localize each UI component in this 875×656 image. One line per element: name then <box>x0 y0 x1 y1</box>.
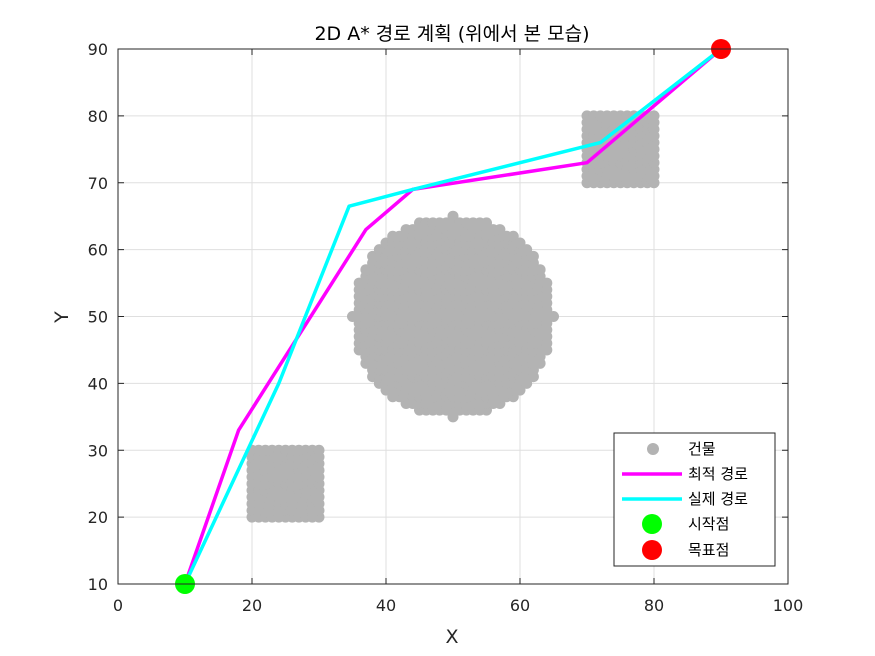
building-2 <box>347 210 559 423</box>
building-point <box>521 244 533 256</box>
building-point <box>541 277 553 289</box>
legend-building-swatch <box>647 443 659 455</box>
x-tick-label: 20 <box>242 596 262 615</box>
legend-label-goal: 목표점 <box>688 541 729 559</box>
building-point <box>534 264 546 276</box>
building-3 <box>581 110 660 189</box>
legend-label-start: 시작점 <box>688 515 729 533</box>
y-tick-label: 60 <box>88 241 108 260</box>
building-point <box>494 224 506 236</box>
actual-path-line <box>183 47 723 586</box>
legend-label-buildings: 건물 <box>688 440 716 458</box>
y-tick-label: 20 <box>88 508 108 527</box>
optimal-path-line <box>183 47 723 586</box>
chart-title: 2D A* 경로 계획 (위에서 본 모습) <box>314 23 589 45</box>
building-point <box>507 230 519 242</box>
paths-layer <box>183 47 723 586</box>
building-point <box>648 110 660 122</box>
legend-goal-swatch <box>642 540 662 560</box>
y-tick-label: 30 <box>88 441 108 460</box>
legend-label-optimal-path: 최적 경로 <box>688 465 748 483</box>
legend: 건물 최적 경로 실제 경로 시작점 목표점 <box>613 432 776 567</box>
axes <box>117 48 789 585</box>
axes-box <box>117 48 789 585</box>
x-tick-label: 80 <box>644 596 664 615</box>
y-axis-label: Y <box>51 311 73 324</box>
y-tick-label: 50 <box>88 308 108 327</box>
building-point <box>447 210 459 222</box>
x-tick-label: 60 <box>510 596 530 615</box>
x-tick-label: 100 <box>773 596 804 615</box>
x-axis-label: X <box>445 626 458 648</box>
y-tick-label: 40 <box>88 374 108 393</box>
building-point <box>481 217 492 229</box>
building-point <box>527 250 539 262</box>
building-point <box>313 444 325 456</box>
building-point <box>548 311 559 322</box>
buildings-layer <box>246 110 660 523</box>
y-tick-label: 90 <box>88 40 108 59</box>
legend-start-swatch <box>642 514 662 534</box>
building-point <box>514 237 526 249</box>
y-tick-label: 10 <box>88 575 108 594</box>
y-tick-label: 70 <box>88 174 108 193</box>
x-tick-label: 0 <box>113 596 123 615</box>
x-tick-label: 40 <box>376 596 396 615</box>
y-tick-label: 80 <box>88 107 108 126</box>
building-1 <box>246 444 325 523</box>
legend-label-actual-path: 실제 경로 <box>688 490 748 508</box>
tick-labels: 0 20 40 60 80 100 10 20 30 40 50 60 70 80 90 <box>88 40 804 615</box>
